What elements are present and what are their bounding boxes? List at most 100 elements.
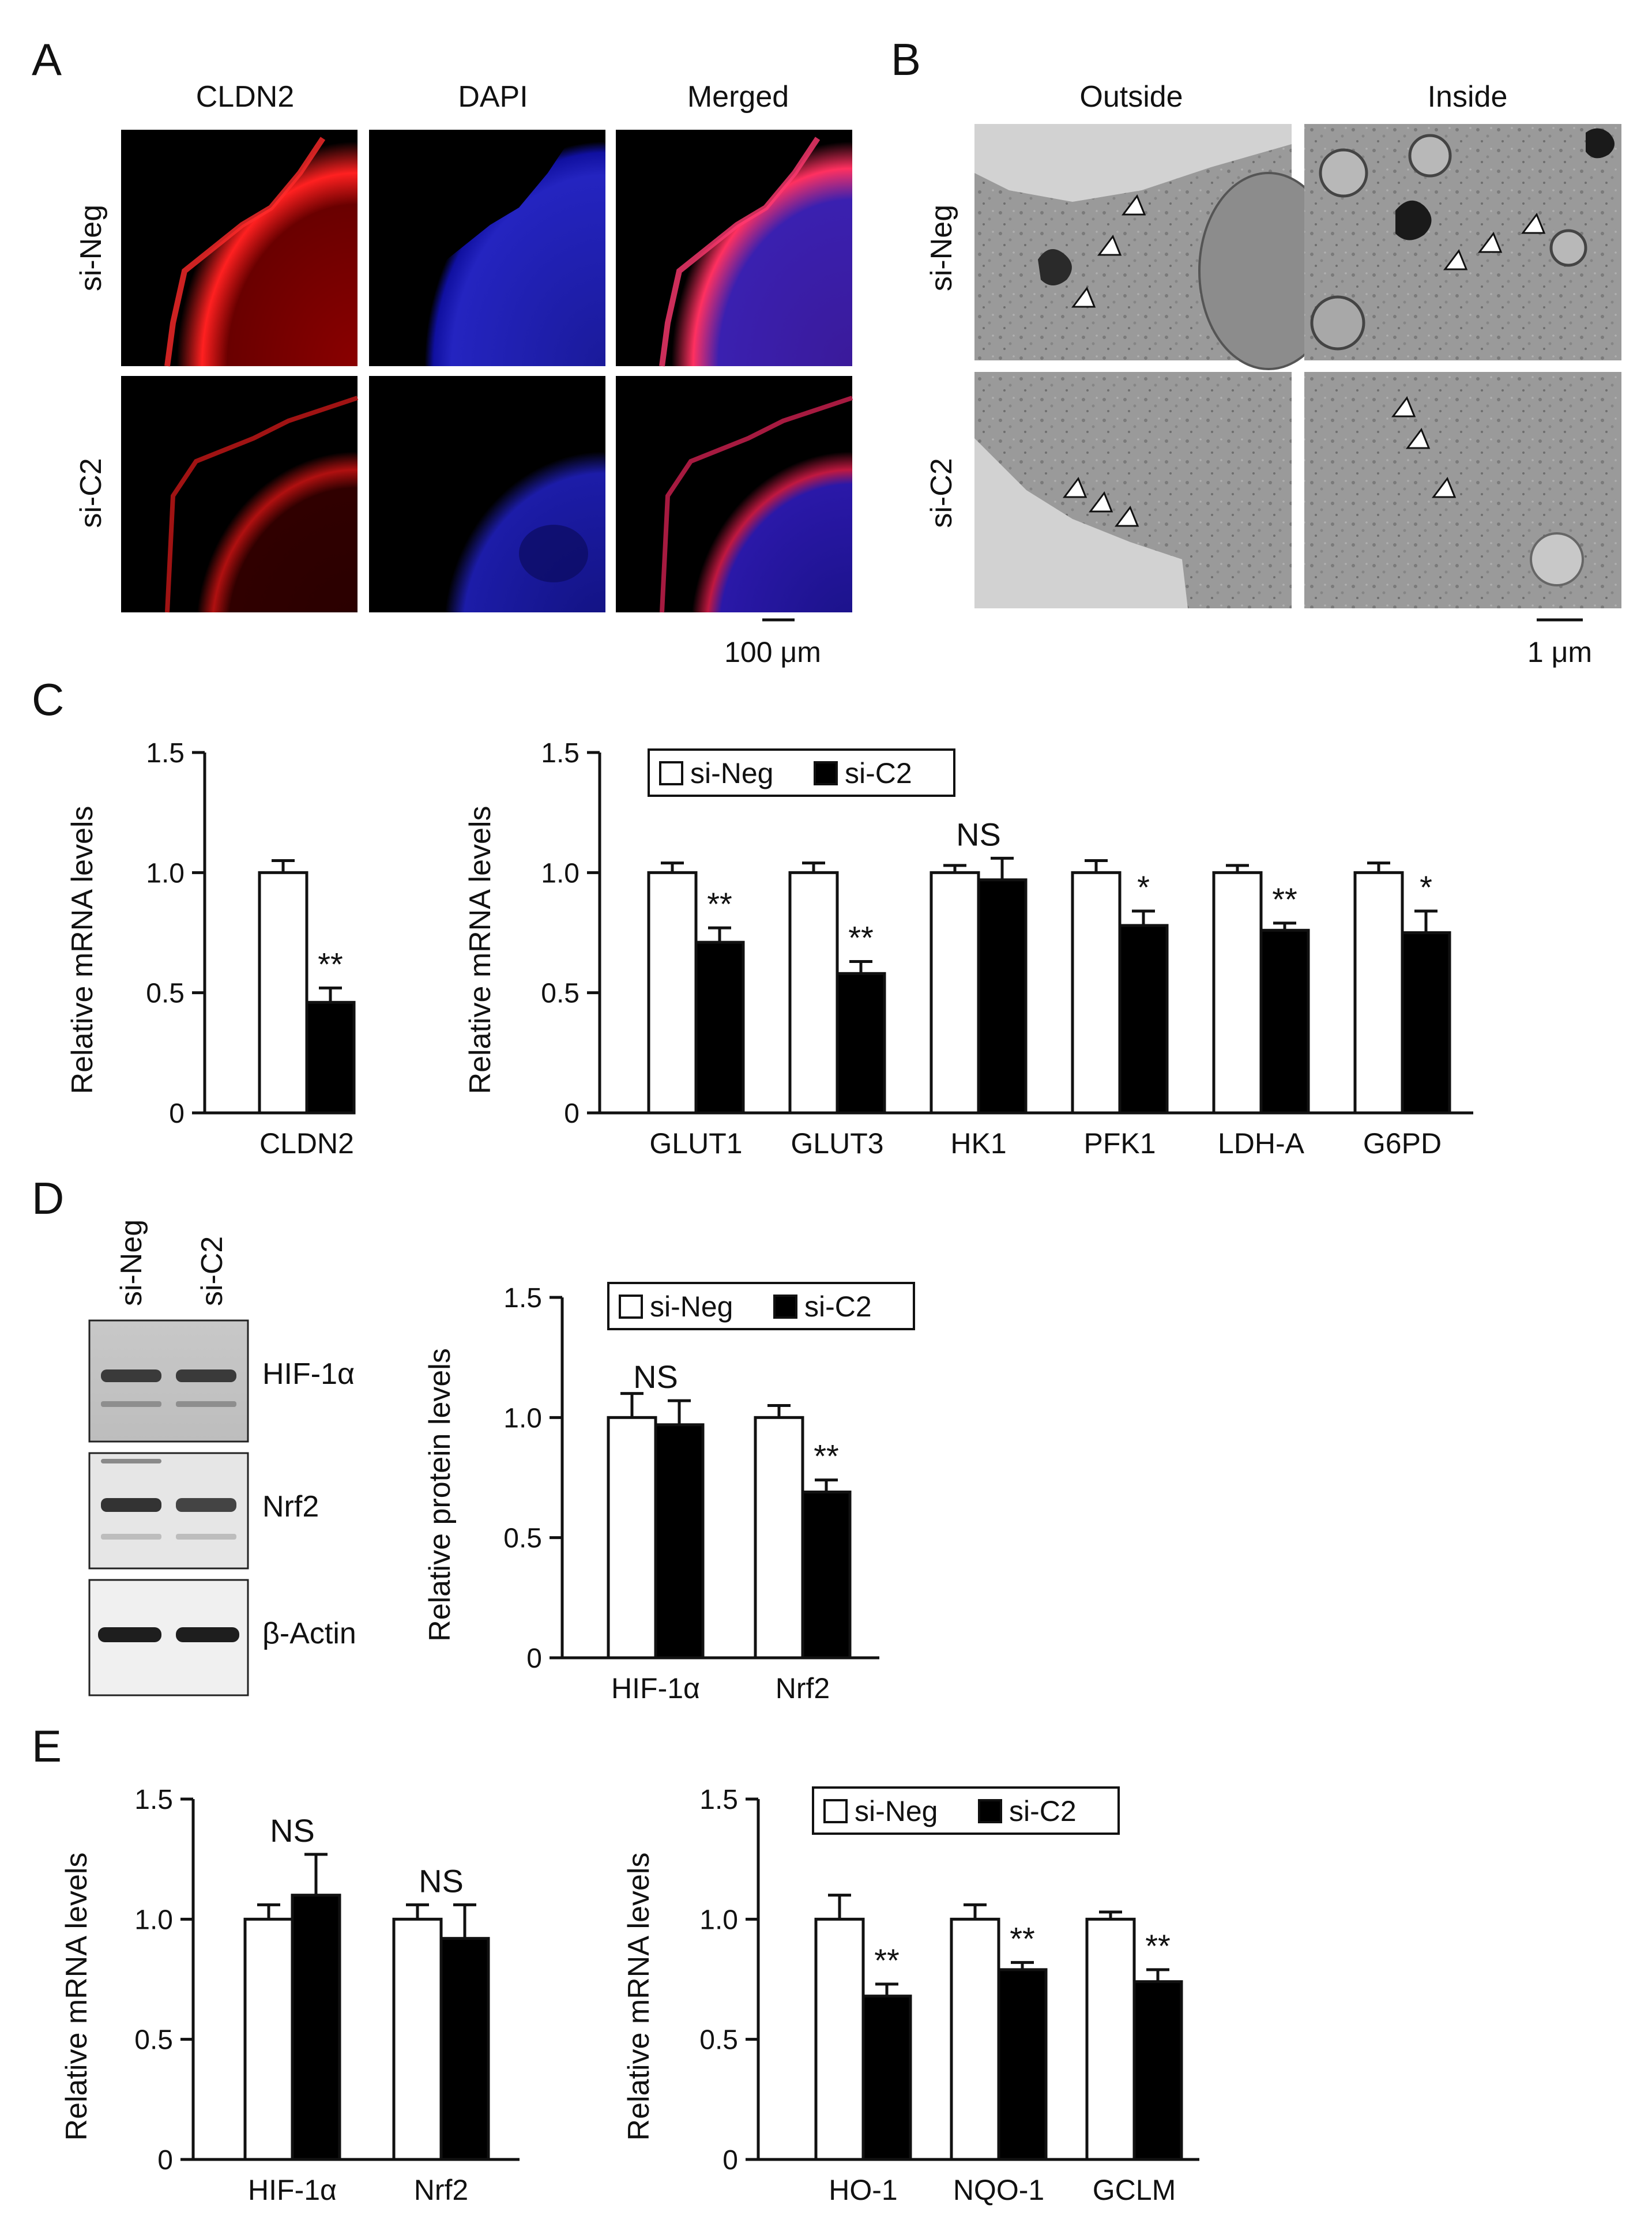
panel-b-image-inside-si-c2 [1304, 372, 1621, 608]
significance-glut3: ** [848, 920, 874, 956]
bar-si-neg-ho-1 [814, 1917, 865, 2161]
panel-a-image-merged-si-neg [616, 130, 852, 367]
y-tick-label: 0.5 [134, 2025, 173, 2056]
significance-pfk1: * [1137, 869, 1150, 905]
bar-si-neg-nqo-1 [950, 1917, 1000, 2161]
category-label-nrf2: Nrf2 [414, 2174, 468, 2206]
y-tick-label: 0 [722, 2145, 738, 2176]
y-axis-label: Relative mRNA levels [60, 1853, 93, 2141]
category-label-gclm: GCLM [1093, 2174, 1176, 2206]
blot-label-beta-actin: β-Actin [262, 1617, 356, 1650]
blot-beta-actin [88, 1579, 249, 1696]
category-label-nqo-1: NQO-1 [953, 2174, 1044, 2206]
y-tick-label: 0.5 [146, 979, 185, 1009]
y-tick-label: 1.5 [699, 1785, 738, 1815]
panel-a-row-si-neg: si-Neg [74, 205, 108, 291]
chart-c-cldn2: 0 0.5 1.0 1.5 Relative mRNA levels CLDN2 ** [66, 738, 356, 1160]
legend-box [648, 748, 955, 797]
blot-lane-si-c2: si-C2 [195, 1236, 229, 1306]
legend-swatch-si-c2 [773, 1295, 797, 1319]
y-tick-label: 0.5 [541, 979, 579, 1009]
panel-a-column-dapi: DAPI [458, 80, 528, 114]
y-tick-label: 0.5 [503, 1523, 542, 1554]
significance-nrf2: ** [814, 1438, 839, 1474]
blot-label-hif1a: HIF-1α [262, 1357, 355, 1391]
panel-letter-a: A [32, 34, 62, 85]
panel-b-scale-label: 1 μm [1527, 636, 1592, 668]
category-label-hif-1: HIF-1α [248, 2174, 337, 2206]
panel-letter-d: D [32, 1173, 64, 1224]
legend-label-si-neg: si-Neg [650, 1290, 733, 1323]
bar-si-neg-hif-1 [607, 1416, 657, 1660]
y-tick-label: 1.0 [699, 1905, 738, 1935]
blot-lane-si-neg: si-Neg [115, 1220, 148, 1306]
blot-label-nrf2: Nrf2 [262, 1490, 319, 1523]
panel-a-image-dapi-si-neg [369, 130, 605, 366]
y-tick-label: 1.5 [134, 1785, 173, 1815]
bar-si-neg-gclm [1085, 1917, 1136, 2161]
y-axis-label: Relative protein levels [423, 1348, 457, 1642]
bar-si-c2-g6pd [1401, 931, 1451, 1115]
bar-si-c2-ho-1 [861, 1995, 912, 2161]
significance-hif-1: NS [633, 1359, 678, 1395]
category-label-ldh-a: LDH-A [1218, 1127, 1305, 1160]
y-tick-label: 1.5 [541, 738, 579, 769]
bar-si-neg-hif-1 [243, 1917, 294, 2161]
category-label-ho-1: HO-1 [829, 2174, 897, 2206]
panel-a-image-cldn2-si-neg [121, 130, 358, 367]
y-tick-label: 0 [169, 1098, 185, 1129]
bar-si-c2-glut1 [694, 940, 745, 1115]
bar-si-c2-hk1 [977, 878, 1028, 1115]
bar-si-c2-glut3 [836, 972, 886, 1115]
y-axis-label: Relative mRNA levels [464, 806, 497, 1094]
bar-si-neg-nrf2 [754, 1416, 804, 1660]
category-label-cldn2: CLDN2 [259, 1127, 354, 1160]
significance-hif-1: NS [270, 1812, 315, 1849]
panel-letter-b: B [891, 34, 921, 85]
bar-si-c2-hif-1 [654, 1423, 705, 1660]
legend-label-si-c2: si-C2 [804, 1290, 872, 1323]
y-tick-label: 0 [564, 1098, 579, 1129]
y-tick-label: 1.0 [134, 1905, 173, 1935]
legend-box [607, 1282, 915, 1330]
panel-a-column-merged: Merged [687, 80, 789, 114]
panel-a-scale-label: 100 μm [724, 636, 821, 668]
legend-label-si-c2: si-C2 [845, 757, 912, 789]
legend-label-si-neg: si-Neg [690, 757, 773, 789]
panel-letter-c: C [32, 674, 64, 725]
category-label-pfk1: PFK1 [1083, 1127, 1156, 1160]
legend-swatch-si-c2 [978, 1799, 1002, 1823]
panel-letter-e: E [32, 1721, 62, 1771]
legend-swatch-si-c2 [814, 761, 838, 785]
significance-cldn2: ** [318, 946, 343, 982]
y-tick-label: 1.5 [503, 1283, 542, 1314]
bar-si-neg-cldn2 [258, 871, 308, 1115]
panel-a-row-si-c2: si-C2 [74, 458, 108, 528]
chart-e-hif1a-nrf2-mrna: 0 0.5 1.0 1.5 Relative mRNA levels HIF-1α NS Nr… [60, 1785, 520, 2206]
bar-si-c2-gclm [1132, 1980, 1183, 2161]
legend-box [812, 1786, 1120, 1835]
significance-ho-1: ** [874, 1942, 900, 1978]
panel-b-column-inside: Inside [1428, 80, 1508, 114]
legend-swatch-si-neg [823, 1799, 848, 1823]
chart-e-target-genes-mrna: 0 0.5 1.0 1.5 Relative mRNA levels HO-1 ** NQO-… [622, 1785, 1199, 2206]
panel-b-row-si-c2: si-C2 [925, 458, 958, 528]
category-label-glut1: GLUT1 [649, 1127, 742, 1160]
y-tick-label: 0 [526, 1643, 542, 1674]
y-axis-label: Relative mRNA levels [66, 806, 99, 1094]
panel-b-column-outside: Outside [1079, 80, 1183, 114]
bar-si-neg-glut3 [788, 871, 839, 1115]
category-label-hif-1: HIF-1α [611, 1672, 700, 1704]
panel-a-image-merged-si-c2 [616, 376, 853, 613]
category-label-hk1: HK1 [950, 1127, 1006, 1160]
legend-swatch-si-neg [619, 1295, 643, 1319]
y-tick-label: 1.0 [503, 1403, 542, 1433]
bar-si-neg-glut1 [647, 871, 698, 1115]
bar-si-neg-hk1 [930, 871, 980, 1115]
legend-swatch-si-neg [659, 761, 683, 785]
y-axis-label: Relative mRNA levels [622, 1853, 656, 2141]
y-tick-label: 0.5 [699, 2025, 738, 2056]
panel-b-image-inside-si-neg [1304, 124, 1621, 360]
significance-glut1: ** [707, 886, 732, 922]
